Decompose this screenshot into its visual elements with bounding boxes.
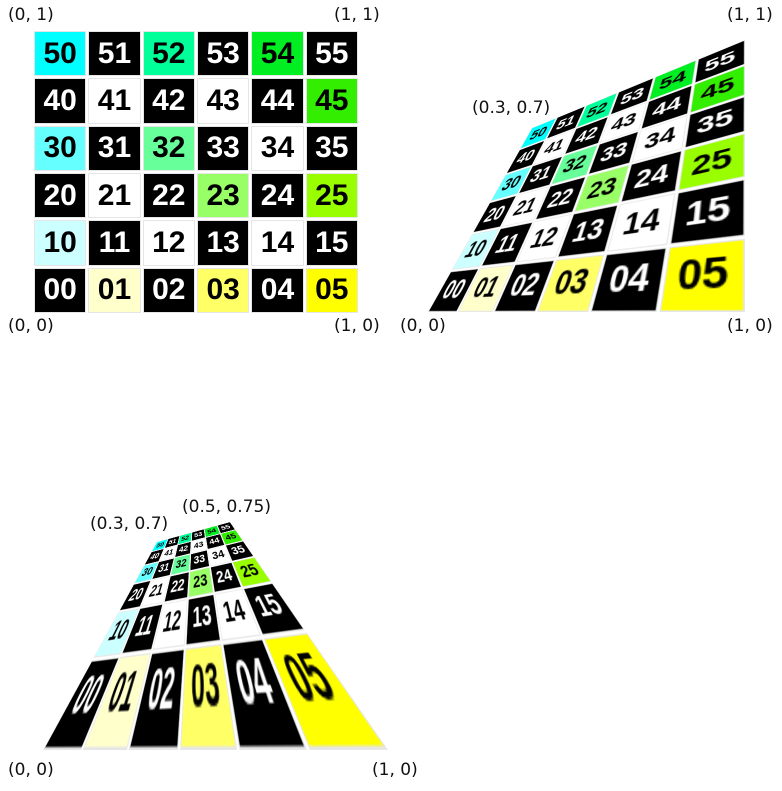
cell-40: 40 (34, 78, 87, 124)
cell-25: 25 (305, 172, 358, 219)
cell-23: 23 (188, 567, 214, 598)
cell-33: 33 (196, 125, 250, 171)
cell-21: 21 (88, 172, 141, 219)
cell-53: 53 (196, 31, 250, 77)
corner-label-top-right: (1, 1) (334, 5, 380, 25)
corner-label-top-right: (1, 1) (727, 5, 773, 25)
cell-45: 45 (305, 78, 358, 124)
cell-05: 05 (659, 238, 745, 312)
cell-03: 03 (196, 267, 250, 313)
cell-31: 31 (88, 125, 141, 171)
cell-01: 01 (88, 267, 141, 313)
cell-11: 11 (88, 220, 141, 266)
cell-52: 52 (142, 31, 195, 77)
texture-grid-warped-2: 50 51 52 53 54 55 40 41 42 43 44 45 30 31 32 33 34 35 20 21… (42, 521, 388, 750)
corner-label-top-right: (0.5, 0.75) (182, 497, 271, 517)
cell-14: 14 (251, 220, 304, 266)
cell-22: 22 (142, 172, 195, 219)
cell-04: 04 (251, 267, 304, 313)
corner-label-bottom-right: (1, 0) (727, 316, 773, 336)
cell-05: 05 (305, 267, 358, 313)
cell-41: 41 (88, 78, 141, 124)
cell-32: 32 (142, 125, 195, 171)
cell-00: 00 (34, 267, 87, 313)
corner-label-bottom-right: (1, 0) (372, 760, 418, 780)
corner-label-bottom-left: (0, 0) (400, 316, 446, 336)
cell-20: 20 (34, 172, 87, 219)
corner-label-bottom-right: (1, 0) (334, 316, 380, 336)
cell-10: 10 (34, 220, 87, 266)
texture-grid-warped-1: 50 51 52 53 54 55 40 41 42 43 44 45 30 31 32 33 34 35 20 21… (427, 39, 745, 312)
cell-23: 23 (196, 172, 250, 219)
cell-54: 54 (251, 31, 304, 77)
texture-grid-original: 50 51 52 53 54 55 40 41 42 43 44 45 30 31 32 33 34 35 20 21… (34, 31, 358, 313)
cell-44: 44 (251, 78, 304, 124)
cell-12: 12 (142, 220, 195, 266)
cell-30: 30 (34, 125, 87, 171)
corner-label-top-left: (0, 1) (8, 5, 54, 25)
cell-42: 42 (142, 78, 195, 124)
cell-55: 55 (305, 31, 358, 77)
cell-35: 35 (305, 125, 358, 171)
cell-24: 24 (251, 172, 304, 219)
corner-label-top-left: (0.3, 0.7) (472, 98, 551, 118)
cell-43: 43 (196, 78, 250, 124)
cell-02: 02 (142, 267, 195, 313)
cell-51: 51 (88, 31, 141, 77)
cell-50: 50 (34, 31, 87, 77)
cell-13: 13 (196, 220, 250, 266)
corner-label-bottom-left: (0, 0) (8, 760, 54, 780)
corner-label-top-left: (0.3, 0.7) (90, 514, 169, 534)
cell-15: 15 (305, 220, 358, 266)
corner-label-bottom-left: (0, 0) (8, 316, 54, 336)
cell-34: 34 (251, 125, 304, 171)
